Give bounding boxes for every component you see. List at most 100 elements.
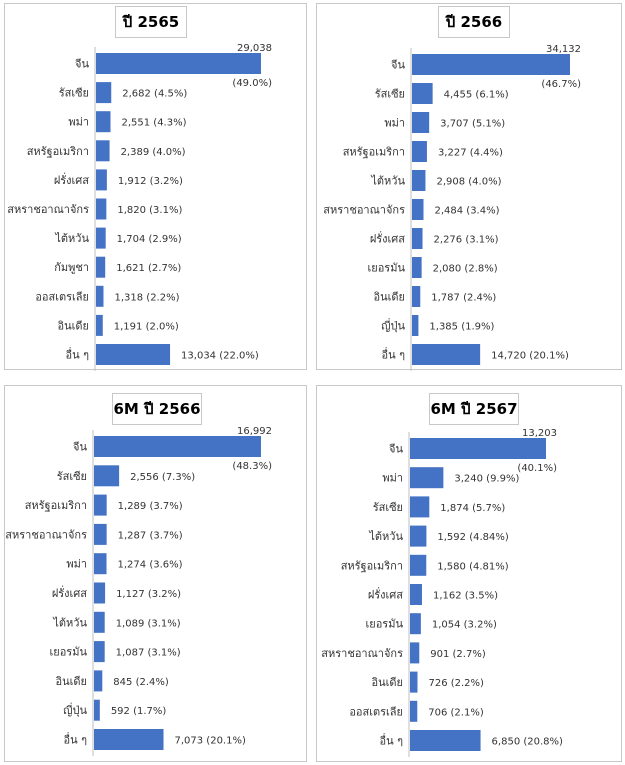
category-label: จีน bbox=[390, 59, 405, 72]
data-label: 2,556 (7.3%) bbox=[130, 472, 195, 483]
category-label: ฝรั่งเศส bbox=[368, 587, 403, 602]
bar bbox=[412, 170, 426, 191]
category-label: กัมพูชา bbox=[54, 261, 89, 274]
bar bbox=[410, 700, 418, 722]
category-label: รัสเซีย bbox=[373, 501, 403, 514]
data-label: 1,820 (3.1%) bbox=[117, 205, 182, 216]
category-label: พม่า bbox=[68, 116, 89, 129]
bar bbox=[410, 525, 427, 547]
data-label: 1,287 (3.7%) bbox=[118, 530, 183, 541]
bar bbox=[410, 642, 420, 664]
chart-panel-2566: ปี 2566 จีน 34,132 (46.7%) รัสเซีย 4,455 (6.… bbox=[316, 3, 622, 371]
data-label: 1,580 (4.81%) bbox=[437, 561, 508, 572]
data-label: 29,038 bbox=[237, 43, 272, 54]
bar bbox=[410, 496, 430, 518]
data-label: 1,054 (3.2%) bbox=[432, 620, 497, 631]
category-label: เยอรมัน bbox=[368, 262, 406, 275]
data-label: 1,289 (3.7%) bbox=[118, 501, 183, 512]
category-label: อื่น ๆ bbox=[63, 732, 87, 747]
data-label: 16,992 bbox=[237, 426, 272, 437]
data-label: 2,484 (3.4%) bbox=[434, 206, 499, 217]
category-label: พม่า bbox=[384, 117, 405, 130]
category-label: อินเดีย bbox=[371, 676, 403, 689]
category-label: สหรัฐอเมริกา bbox=[25, 499, 87, 512]
data-label: 845 (2.4%) bbox=[113, 677, 169, 688]
data-label: 1,089 (3.1%) bbox=[116, 618, 181, 629]
bar bbox=[94, 436, 261, 457]
data-label: 1,704 (2.9%) bbox=[117, 234, 182, 245]
bar bbox=[94, 641, 105, 663]
bar bbox=[94, 465, 120, 487]
bar-chart-6m-2567: จีน 13,203 (40.1%) พม่า 3,240 (9.9%) รัสเซีย 1… bbox=[321, 428, 563, 757]
bar bbox=[412, 54, 570, 75]
category-label: รัสเซีย bbox=[57, 470, 87, 483]
category-label: ไต้หวัน bbox=[52, 616, 87, 629]
category-label: พม่า bbox=[382, 472, 403, 485]
bar bbox=[94, 699, 100, 721]
category-label: ออสเตรเลีย bbox=[349, 705, 403, 718]
category-label: ออสเตรเลีย bbox=[35, 290, 89, 303]
category-label: จีน bbox=[388, 443, 403, 456]
data-label: 2,276 (3.1%) bbox=[434, 235, 499, 246]
data-label: 1,787 (2.4%) bbox=[431, 293, 496, 304]
category-label: จีน bbox=[72, 441, 87, 454]
category-label: อื่น ๆ bbox=[65, 347, 89, 362]
category-label: ฝรั่งเศส bbox=[54, 172, 89, 187]
category-label: ไต้หวัน bbox=[54, 232, 89, 245]
bar bbox=[94, 494, 107, 516]
bar bbox=[412, 344, 481, 365]
bar bbox=[94, 523, 107, 545]
bar bbox=[94, 582, 106, 604]
data-label: 706 (2.1%) bbox=[428, 707, 484, 718]
bar bbox=[410, 554, 427, 576]
category-label: อินเดีย bbox=[373, 291, 405, 304]
bar bbox=[96, 140, 110, 162]
data-label: 726 (2.2%) bbox=[428, 678, 484, 689]
bar bbox=[410, 613, 421, 635]
data-label: 3,240 (9.9%) bbox=[454, 474, 519, 485]
bar bbox=[96, 53, 261, 74]
data-label: 1,162 (3.5%) bbox=[433, 591, 498, 602]
bar bbox=[96, 344, 171, 365]
category-label: ญี่ปุ่น bbox=[381, 318, 405, 333]
data-label-percent: (46.7%) bbox=[541, 79, 581, 90]
category-label: รัสเซีย bbox=[375, 88, 405, 101]
bar bbox=[412, 83, 433, 104]
category-label: อื่น ๆ bbox=[379, 733, 403, 748]
bar bbox=[410, 584, 422, 605]
bar bbox=[410, 671, 418, 693]
bar bbox=[96, 169, 107, 191]
data-label: 2,551 (4.3%) bbox=[121, 118, 186, 129]
category-label: สหรัฐอเมริกา bbox=[341, 559, 403, 572]
category-label: ไต้หวัน bbox=[368, 530, 403, 543]
category-label: ฝรั่งเศส bbox=[52, 585, 87, 600]
category-label: เยอรมัน bbox=[50, 646, 88, 659]
bar bbox=[412, 141, 427, 162]
data-label: 3,707 (5.1%) bbox=[440, 119, 505, 130]
category-label: จีน bbox=[74, 58, 89, 71]
data-label: 7,073 (20.1%) bbox=[175, 736, 246, 747]
data-label: 2,682 (4.5%) bbox=[122, 89, 187, 100]
chart-panel-6m-2567: 6M ปี 2567 จีน 13,203 (40.1%) พม่า 3,240 (9.… bbox=[316, 385, 622, 762]
bar bbox=[94, 670, 103, 692]
data-label: 1,385 (1.9%) bbox=[429, 322, 494, 333]
category-label: อื่น ๆ bbox=[381, 347, 405, 362]
data-label-percent: (40.1%) bbox=[517, 463, 557, 474]
category-label: ฝรั่งเศส bbox=[370, 231, 405, 246]
data-label: 1,191 (2.0%) bbox=[114, 321, 179, 332]
data-label: 1,621 (2.7%) bbox=[116, 263, 181, 274]
category-label: สหรัฐอเมริกา bbox=[343, 146, 405, 159]
category-label: สหราชอาณาจักร bbox=[5, 528, 87, 541]
bar bbox=[94, 729, 164, 750]
bar bbox=[410, 467, 444, 489]
data-label: 2,080 (2.8%) bbox=[433, 264, 498, 275]
data-label: 901 (2.7%) bbox=[430, 649, 486, 660]
bar bbox=[96, 256, 106, 278]
category-label: ญี่ปุ่น bbox=[63, 702, 87, 717]
category-label: สหราชอาณาจักร bbox=[7, 203, 89, 216]
chart-panel-2565: ปี 2565 จีน 29,038 (49.0%) รัสเซีย 2,682 (4.… bbox=[4, 3, 307, 371]
bar bbox=[412, 257, 422, 278]
chart-title: 6M ปี 2567 bbox=[429, 393, 519, 425]
bar bbox=[412, 112, 430, 133]
bar bbox=[94, 611, 105, 633]
